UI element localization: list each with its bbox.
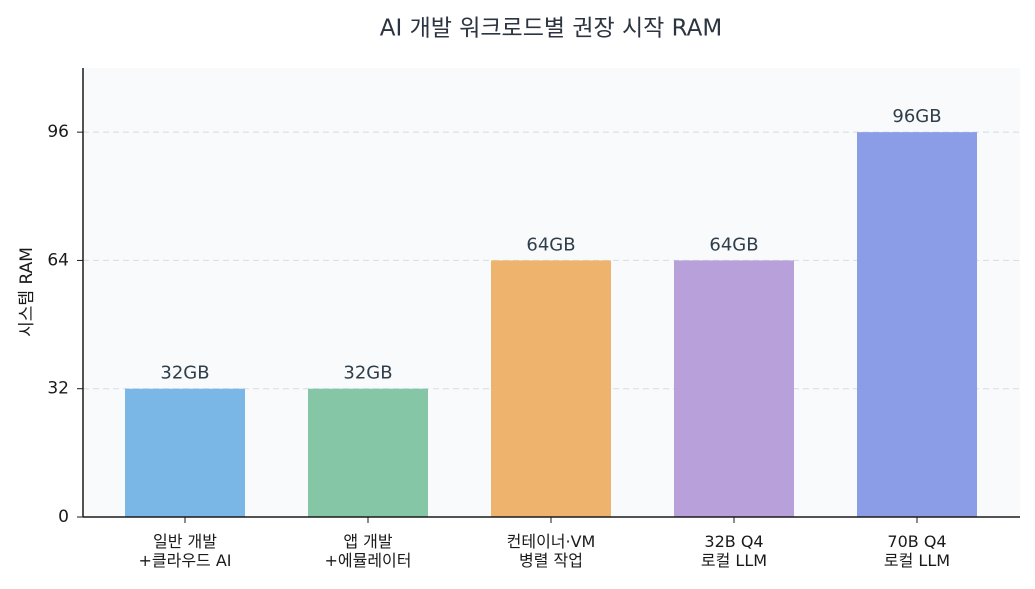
bar xyxy=(674,260,794,517)
y-axis-label: 시스템 RAM xyxy=(17,247,37,337)
x-tick-label: 컨테이너·VM 병렬 작업 xyxy=(507,532,596,570)
value-label: 32GB xyxy=(160,363,209,384)
x-tick-label: 70B Q4 로컬 LLM xyxy=(884,532,950,570)
value-label: 64GB xyxy=(709,234,758,255)
bar xyxy=(857,132,977,517)
bar xyxy=(491,260,611,517)
x-tick-label: 앱 개발 +에뮬레이터 xyxy=(324,532,411,570)
y-tick-label: 0 xyxy=(58,507,69,527)
chart-title: AI 개발 워크로드별 권장 시작 RAM xyxy=(380,16,722,42)
bar xyxy=(125,388,245,517)
value-label: 64GB xyxy=(526,234,575,255)
bar xyxy=(308,388,428,517)
y-tick-label: 32 xyxy=(47,379,69,399)
y-tick-label: 96 xyxy=(47,122,69,142)
value-label: 32GB xyxy=(343,363,392,384)
y-tick-label: 64 xyxy=(47,250,69,270)
x-tick-label: 일반 개발 +클라우드 AI xyxy=(138,532,231,570)
x-tick-label: 32B Q4 로컬 LLM xyxy=(701,532,767,570)
value-label: 96GB xyxy=(892,106,941,127)
